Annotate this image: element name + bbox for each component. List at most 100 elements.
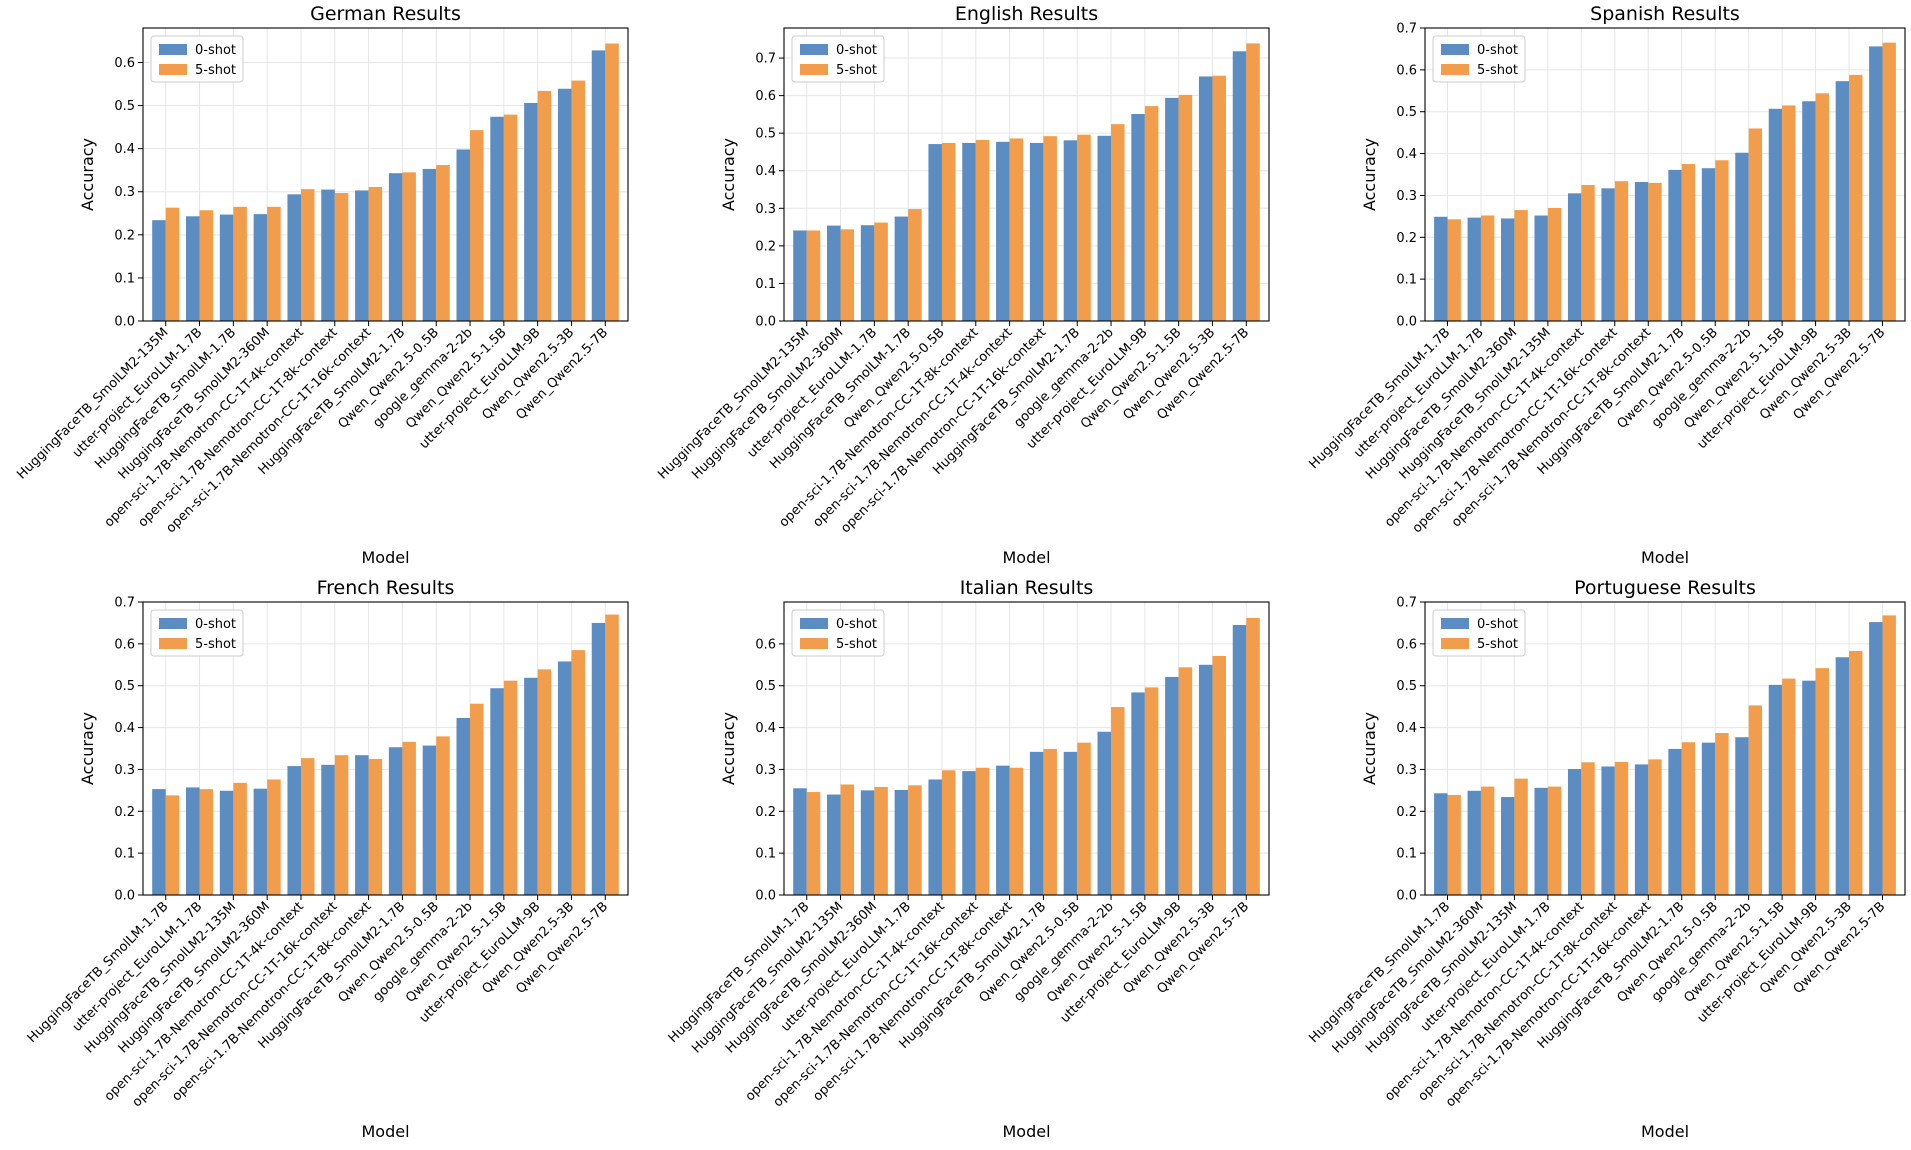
- bar-5shot: [470, 703, 484, 895]
- bar-5shot: [1782, 678, 1796, 895]
- bar-5shot: [1514, 210, 1528, 321]
- bar-0shot: [1567, 769, 1582, 895]
- bar-0shot: [1634, 182, 1649, 321]
- bar-0shot: [827, 794, 841, 895]
- bar-5shot: [1882, 615, 1896, 895]
- bar-0shot: [1434, 216, 1448, 321]
- legend-swatch-0shot: [1441, 618, 1469, 629]
- bar-0shot: [557, 661, 572, 895]
- chart-title: Portuguese Results: [1574, 577, 1756, 599]
- legend-label: 0-shot: [1477, 43, 1518, 58]
- bar-5shot: [199, 789, 214, 895]
- bar-0shot: [1131, 692, 1145, 895]
- legend-swatch-0shot: [1441, 44, 1469, 55]
- legend-swatch-5shot: [159, 64, 187, 75]
- y-tick-label: 0.6: [1396, 637, 1417, 652]
- legend-swatch-0shot: [159, 618, 187, 629]
- bar-5shot: [402, 741, 416, 895]
- bar-0shot: [388, 173, 403, 321]
- bar-5shot: [1043, 748, 1057, 895]
- y-tick-label: 0.7: [1396, 596, 1417, 611]
- bar-0shot: [422, 745, 437, 895]
- legend-label: 0-shot: [836, 617, 877, 632]
- axes-frame: [142, 27, 629, 322]
- legend: 0-shot 5-shot: [150, 609, 244, 657]
- bar-0shot: [321, 189, 335, 321]
- bar-5shot: [1849, 650, 1863, 895]
- y-tick-label: 0.2: [755, 805, 776, 820]
- y-tick-label: 0.3: [755, 763, 776, 778]
- bar-5shot: [334, 193, 349, 321]
- bar-5shot: [840, 784, 855, 895]
- bar-5shot: [368, 186, 383, 321]
- bar-0shot: [152, 789, 166, 895]
- legend-swatch-5shot: [1441, 638, 1469, 649]
- bar-5shot: [1547, 207, 1562, 321]
- y-tick-label: 0.4: [114, 721, 135, 736]
- bar-5shot: [267, 206, 281, 321]
- bar-0shot: [1198, 664, 1213, 895]
- y-tick-label: 0.6: [114, 56, 135, 71]
- bar-0shot: [1869, 46, 1883, 321]
- bar-0shot: [1835, 657, 1850, 895]
- bar-0shot: [1534, 215, 1548, 321]
- y-tick-label: 0.1: [1396, 847, 1417, 862]
- bar-5shot: [1111, 707, 1125, 895]
- bar-5shot: [1614, 761, 1629, 895]
- bar-0shot: [962, 771, 976, 895]
- bar-5shot: [503, 680, 518, 895]
- bar-0shot: [321, 764, 335, 895]
- bar-0shot: [1434, 793, 1448, 895]
- bar-0shot: [1668, 169, 1682, 321]
- legend-swatch-0shot: [800, 618, 828, 629]
- y-tick-label: 0.6: [755, 89, 776, 104]
- bar-0shot: [1165, 676, 1179, 895]
- y-tick-label: 0.3: [1396, 763, 1417, 778]
- bar-5shot: [941, 770, 956, 895]
- bar-5shot: [1514, 778, 1528, 895]
- chart-title: French Results: [317, 577, 455, 599]
- legend-swatch-5shot: [800, 638, 828, 649]
- bar-0shot: [996, 765, 1010, 895]
- y-tick-label: 0.5: [114, 99, 135, 114]
- y-tick-label: 0.6: [114, 637, 135, 652]
- bar-5shot: [1815, 668, 1829, 895]
- legend: 0-shot 5-shot: [1432, 35, 1526, 83]
- legend: 0-shot 5-shot: [791, 609, 885, 657]
- bar-5shot: [1246, 43, 1260, 322]
- bar-5shot: [1447, 794, 1461, 895]
- bar-5shot: [233, 206, 247, 321]
- bar-0shot: [591, 50, 606, 321]
- legend: 0-shot 5-shot: [150, 35, 244, 83]
- y-tick-label: 0.3: [755, 202, 776, 217]
- bar-5shot: [233, 782, 247, 895]
- bar-0shot: [524, 677, 538, 895]
- x-axis-label: Model: [1641, 1122, 1689, 1141]
- y-tick-label: 0.4: [1396, 147, 1417, 162]
- bar-0shot: [524, 102, 538, 321]
- bar-0shot: [355, 190, 369, 321]
- bar-5shot: [1480, 786, 1495, 895]
- bar-0shot: [793, 788, 807, 895]
- y-tick-label: 0.4: [114, 142, 135, 157]
- chart-title: Italian Results: [960, 577, 1094, 599]
- bar-0shot: [253, 214, 268, 321]
- y-tick-label: 0.0: [114, 889, 135, 904]
- bar-5shot: [470, 130, 484, 321]
- bar-0shot: [860, 225, 875, 321]
- legend-label: 5-shot: [195, 63, 236, 78]
- bar-5shot: [267, 779, 281, 895]
- legend: 0-shot 5-shot: [791, 35, 885, 83]
- bar-5shot: [975, 139, 990, 321]
- bar-5shot: [1614, 181, 1629, 321]
- bar-0shot: [152, 220, 166, 321]
- x-axis-label: Model: [1002, 1122, 1050, 1141]
- bar-5shot: [436, 165, 450, 321]
- bar-0shot: [894, 216, 909, 321]
- bar-5shot: [806, 230, 821, 321]
- bar-0shot: [793, 230, 807, 321]
- legend-label: 0-shot: [1477, 617, 1518, 632]
- bar-5shot: [1043, 136, 1057, 321]
- bar-0shot: [1701, 168, 1716, 321]
